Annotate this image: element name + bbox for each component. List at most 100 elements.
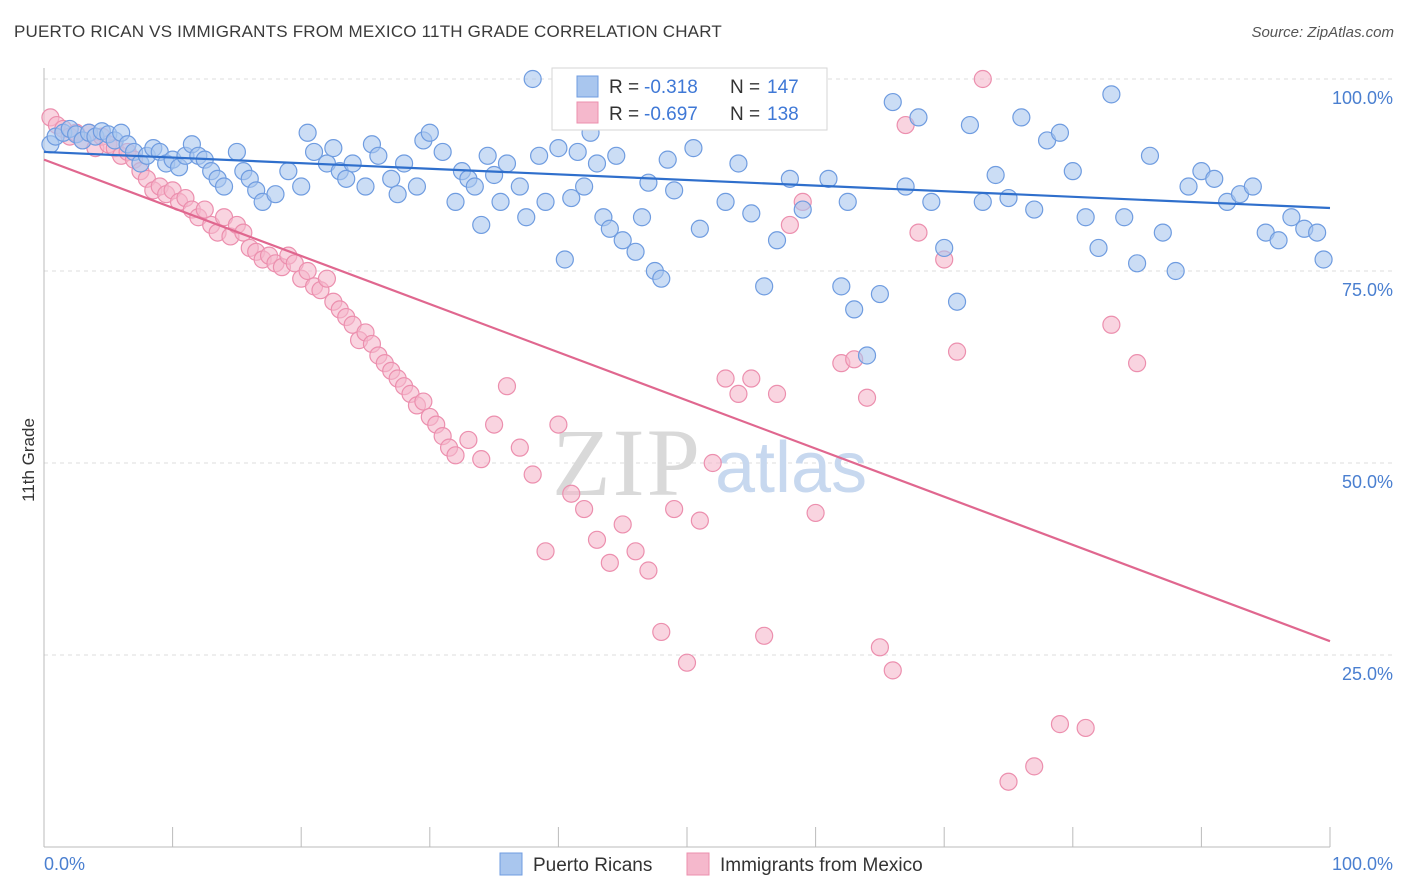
- mexico-point-107: [1127, 354, 1147, 373]
- y-tick-label-75: 75.0%: [1342, 280, 1393, 300]
- legend-r-label-2: R =: [609, 104, 639, 125]
- puerto-rican-point-75: [600, 219, 619, 238]
- puerto-rican-point-90: [729, 154, 748, 173]
- mexico-point-69: [523, 465, 542, 484]
- puerto-rican-point-126: [1179, 177, 1198, 196]
- puerto-rican-point-68: [555, 250, 574, 269]
- puerto-rican-point-69: [562, 188, 581, 208]
- puerto-rican-point-100: [845, 300, 864, 319]
- mexico-point-67: [497, 377, 517, 396]
- puerto-rican-point-64: [523, 69, 542, 89]
- puerto-rican-point-104: [896, 177, 915, 196]
- puerto-rican-point-58: [478, 146, 497, 165]
- puerto-rican-point-103: [883, 92, 902, 112]
- mexico-point-106: [1102, 315, 1121, 334]
- mexico-point-65: [472, 450, 491, 469]
- legend-r-value-2: -0.697: [644, 104, 698, 125]
- puerto-rican-point-57: [472, 215, 491, 235]
- puerto-rican-point-52: [433, 142, 452, 162]
- puerto-rican-point-114: [1025, 200, 1044, 219]
- puerto-rican-point-99: [838, 192, 857, 211]
- x-tick-label-max: 100.0%: [1332, 854, 1393, 874]
- puerto-rican-point-76: [607, 146, 626, 165]
- puerto-rican-point-60: [491, 192, 510, 211]
- puerto-rican-point-87: [690, 219, 709, 238]
- mexico-point-103: [1025, 757, 1044, 776]
- puerto-rican-point-118: [1076, 208, 1095, 227]
- puerto-rican-point-110: [973, 192, 992, 211]
- mexico-point-105: [1076, 718, 1095, 738]
- puerto-rican-point-46: [382, 169, 401, 188]
- puerto-rican-point-37: [304, 142, 324, 162]
- puerto-rican-point-101: [857, 346, 877, 365]
- puerto-rican-point-109: [960, 115, 980, 135]
- puerto-rican-point-123: [1140, 146, 1160, 165]
- mexico-point-89: [780, 215, 799, 235]
- watermark-atlas: atlas: [715, 428, 867, 508]
- mexico-point-74: [587, 530, 607, 549]
- puerto-rican-point-53: [446, 192, 465, 211]
- puerto-rican-point-112: [999, 188, 1018, 208]
- puerto-rican-point-42: [343, 154, 362, 173]
- trend-line-puerto-ricans: [43, 150, 1331, 210]
- puerto-rican-point-111: [986, 165, 1005, 185]
- mexico-point-77: [626, 542, 645, 561]
- puerto-rican-point-65: [530, 146, 549, 165]
- mexico-point-88: [767, 384, 787, 403]
- puerto-rican-point-119: [1089, 238, 1108, 258]
- mexico-point-86: [742, 369, 761, 388]
- puerto-rican-point-93: [767, 231, 787, 250]
- puerto-rican-point-124: [1153, 223, 1172, 242]
- bottom-legend-swatch-blue: [499, 852, 523, 876]
- y-tick-label-25: 25.0%: [1342, 664, 1393, 684]
- source-label: Source: ZipAtlas.com: [1251, 24, 1394, 41]
- puerto-rican-point-43: [356, 177, 375, 196]
- puerto-rican-point-91: [742, 204, 761, 223]
- puerto-rican-point-83: [658, 150, 677, 169]
- legend-r-label-1: R =: [609, 77, 639, 98]
- puerto-rican-point-82: [652, 269, 671, 288]
- puerto-rican-point-56: [465, 177, 484, 196]
- puerto-rican-point-136: [1308, 223, 1327, 242]
- puerto-rican-point-80: [639, 173, 658, 192]
- puerto-rican-point-48: [394, 154, 414, 173]
- legend-n-value-2: 138: [767, 104, 799, 125]
- puerto-rican-point-33: [266, 185, 285, 204]
- puerto-rican-point-121: [1115, 208, 1134, 227]
- mexico-point-76: [613, 515, 632, 534]
- puerto-rican-point-125: [1166, 261, 1185, 281]
- legend-swatch-blue: [576, 75, 599, 98]
- bottom-legend-swatch-pink: [686, 852, 710, 876]
- puerto-rican-point-137: [1314, 250, 1333, 269]
- puerto-rican-point-131: [1243, 177, 1262, 196]
- y-tick-label-50: 50.0%: [1342, 472, 1393, 492]
- mexico-point-101: [973, 69, 992, 89]
- mexico-point-66: [485, 415, 504, 434]
- puerto-rican-point-107: [935, 238, 954, 258]
- series-puerto-ricans: [41, 69, 1333, 365]
- mexico-point-64: [459, 430, 478, 450]
- mexico-point-71: [549, 415, 568, 434]
- puerto-rican-point-47: [388, 185, 407, 204]
- puerto-rican-point-73: [587, 154, 607, 173]
- puerto-rican-point-134: [1282, 208, 1301, 227]
- puerto-rican-point-77: [613, 231, 632, 250]
- mexico-point-91: [806, 503, 825, 523]
- puerto-rican-point-122: [1127, 254, 1147, 273]
- puerto-rican-point-34: [279, 162, 298, 181]
- mexico-point-83: [703, 453, 722, 473]
- correlation-legend: R = -0.318 N = 147 R = -0.697 N = 138: [551, 67, 828, 131]
- mexico-point-24: [195, 200, 214, 219]
- series-immigrants-from-mexico: [41, 69, 1147, 791]
- mexico-point-78: [639, 561, 658, 580]
- mexico-point-84: [716, 369, 735, 388]
- puerto-rican-point-117: [1063, 162, 1082, 181]
- puerto-rican-point-92: [755, 277, 774, 296]
- trend-line-immigrants-from-mexico: [43, 158, 1331, 643]
- mexico-point-43: [317, 269, 337, 288]
- trend-lines: [43, 150, 1331, 643]
- puerto-rican-point-106: [922, 192, 941, 211]
- puerto-rican-point-133: [1269, 231, 1288, 250]
- puerto-rican-point-45: [369, 146, 388, 165]
